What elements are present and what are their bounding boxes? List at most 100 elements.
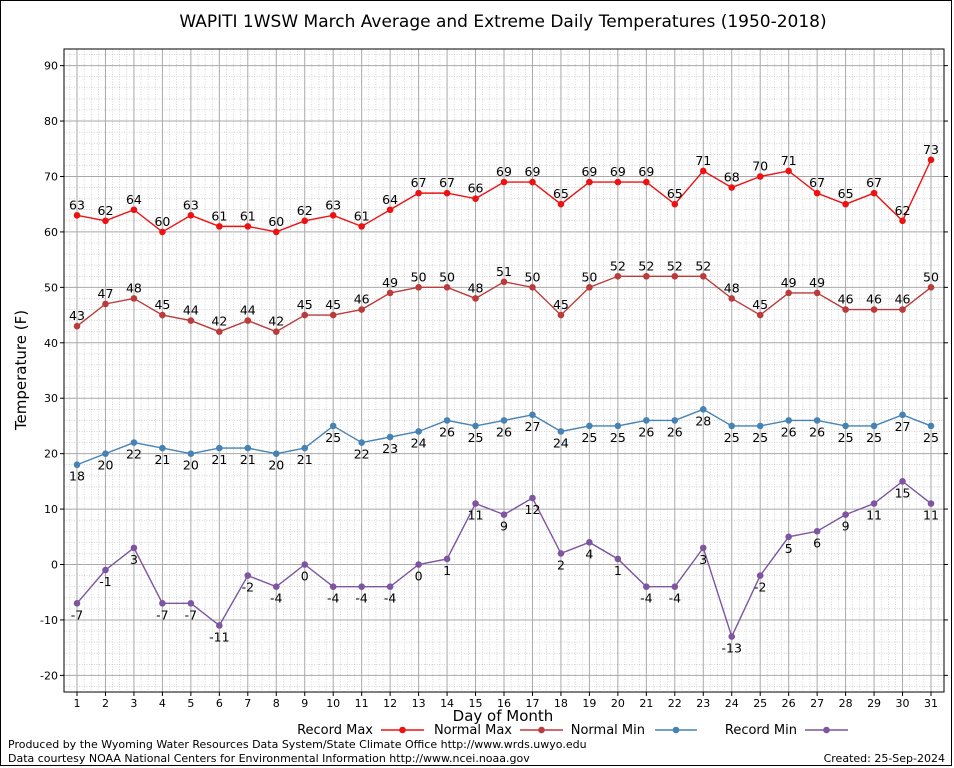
data-point-record-min [301,561,309,568]
data-label-normal-max: 45 [154,297,170,312]
data-label-normal-max: 52 [695,258,711,273]
y-tick-label: 0 [51,559,58,572]
data-label-normal-min: 25 [923,430,939,445]
data-point-record-max [756,173,764,180]
legend-marker-normal-min [672,726,680,734]
data-label-record-max: 63 [69,197,85,212]
data-point-normal-max [813,289,821,297]
data-point-normal-min [699,406,707,413]
data-label-normal-max: 50 [923,269,939,284]
data-label-record-max: 64 [126,192,142,207]
x-tick-label: 31 [924,697,938,710]
data-point-record-max [728,184,736,191]
data-point-record-min [415,561,422,568]
data-point-normal-max [415,284,422,291]
data-label-normal-min: 21 [211,452,227,467]
data-label-record-min: -1 [99,574,111,589]
data-label-record-min: 11 [866,508,882,523]
data-point-normal-min [472,422,479,430]
x-tick-label: 12 [383,697,397,710]
data-label-normal-min: 25 [724,430,740,445]
series-normal-max: 43 47 48 45 44 42 44 42 45 45 46 49 50 50 48 51 50 45 50 52… [69,258,939,335]
x-tick-label: 29 [867,697,881,710]
data-point-record-min [643,583,650,590]
data-point-record-min [671,583,679,590]
data-label-record-max: 71 [781,153,797,168]
data-point-record-min [529,494,536,502]
x-tick-label: 11 [355,697,369,710]
data-label-record-min: 9 [842,519,850,534]
data-label-record-min: -2 [754,580,766,595]
y-tick-label: 80 [44,115,58,128]
x-tick-label: 4 [159,697,166,710]
data-label-record-max: 71 [695,153,711,168]
data-label-normal-min: 25 [581,430,597,445]
data-point-normal-max [927,284,935,291]
data-label-record-min: 11 [468,508,484,523]
series-normal-min: 18 20 22 21 20 21 21 20 21 25 22 23 24 26 25 26 27 24 25 25… [69,406,939,484]
x-tick-label: 15 [469,697,483,710]
data-point-record-max [813,189,821,197]
x-tick-label: 28 [839,697,853,710]
data-point-normal-min [500,417,508,424]
y-tick-label: -20 [40,669,58,682]
data-point-normal-min [529,411,536,419]
data-label-record-min: -4 [640,591,653,606]
data-label-record-max: 65 [667,186,683,201]
data-label-normal-max: 47 [98,286,114,301]
data-point-normal-max [586,284,593,291]
data-label-normal-min: 26 [809,424,825,439]
data-point-normal-max [728,295,736,302]
x-tick-label: 26 [782,697,796,710]
data-point-record-min [472,500,479,507]
data-point-record-min [443,555,451,563]
data-label-record-max: 70 [752,158,768,173]
x-tick-label: 14 [440,697,454,710]
data-label-record-max: 69 [525,164,541,179]
data-label-record-min: 9 [500,519,508,534]
data-label-record-max: 62 [98,203,114,218]
legend-label-normal-max: Normal Max [434,723,512,738]
data-point-normal-min [159,444,166,452]
footer-produced-by: Produced by the Wyoming Water Resources … [8,738,587,751]
data-point-normal-min [842,422,849,430]
data-label-normal-max: 44 [240,303,256,318]
data-point-record-max [130,206,138,214]
data-point-normal-max [216,328,223,335]
data-point-record-min [73,600,81,607]
data-label-normal-max: 52 [610,258,626,273]
data-point-normal-min [102,450,109,457]
data-point-record-min [216,622,223,629]
data-label-normal-max: 52 [667,258,683,273]
data-point-record-min [386,583,394,590]
data-point-record-max [842,200,849,208]
data-point-normal-min [899,411,906,419]
data-label-normal-max: 48 [126,280,142,295]
y-tick-label: 70 [44,170,58,183]
data-point-record-min [130,544,138,552]
data-label-record-max: 62 [895,203,911,218]
data-label-normal-min: 20 [183,458,199,473]
data-point-normal-max [272,328,280,335]
legend-marker-normal-max [538,726,545,734]
data-point-normal-max [614,272,622,280]
data-label-normal-min: 26 [496,424,512,439]
data-label-normal-min: 20 [268,458,284,473]
data-point-record-min [756,572,764,579]
legend-marker-record-max [399,726,406,734]
data-point-record-max [529,178,536,186]
data-point-normal-max [756,311,764,319]
data-point-record-max [386,206,394,214]
data-point-normal-max [329,311,337,319]
data-point-normal-max [159,311,166,319]
x-tick-label: 24 [725,697,739,710]
data-label-record-min: 12 [525,502,541,517]
data-label-record-min: -11 [209,629,229,644]
data-label-record-max: 61 [354,208,370,223]
data-label-normal-min: 26 [439,424,455,439]
data-point-record-min [500,511,508,518]
data-label-normal-max: 49 [781,275,797,290]
data-label-normal-max: 45 [325,297,341,312]
data-label-record-max: 67 [866,175,882,190]
data-label-record-max: 73 [923,142,939,157]
